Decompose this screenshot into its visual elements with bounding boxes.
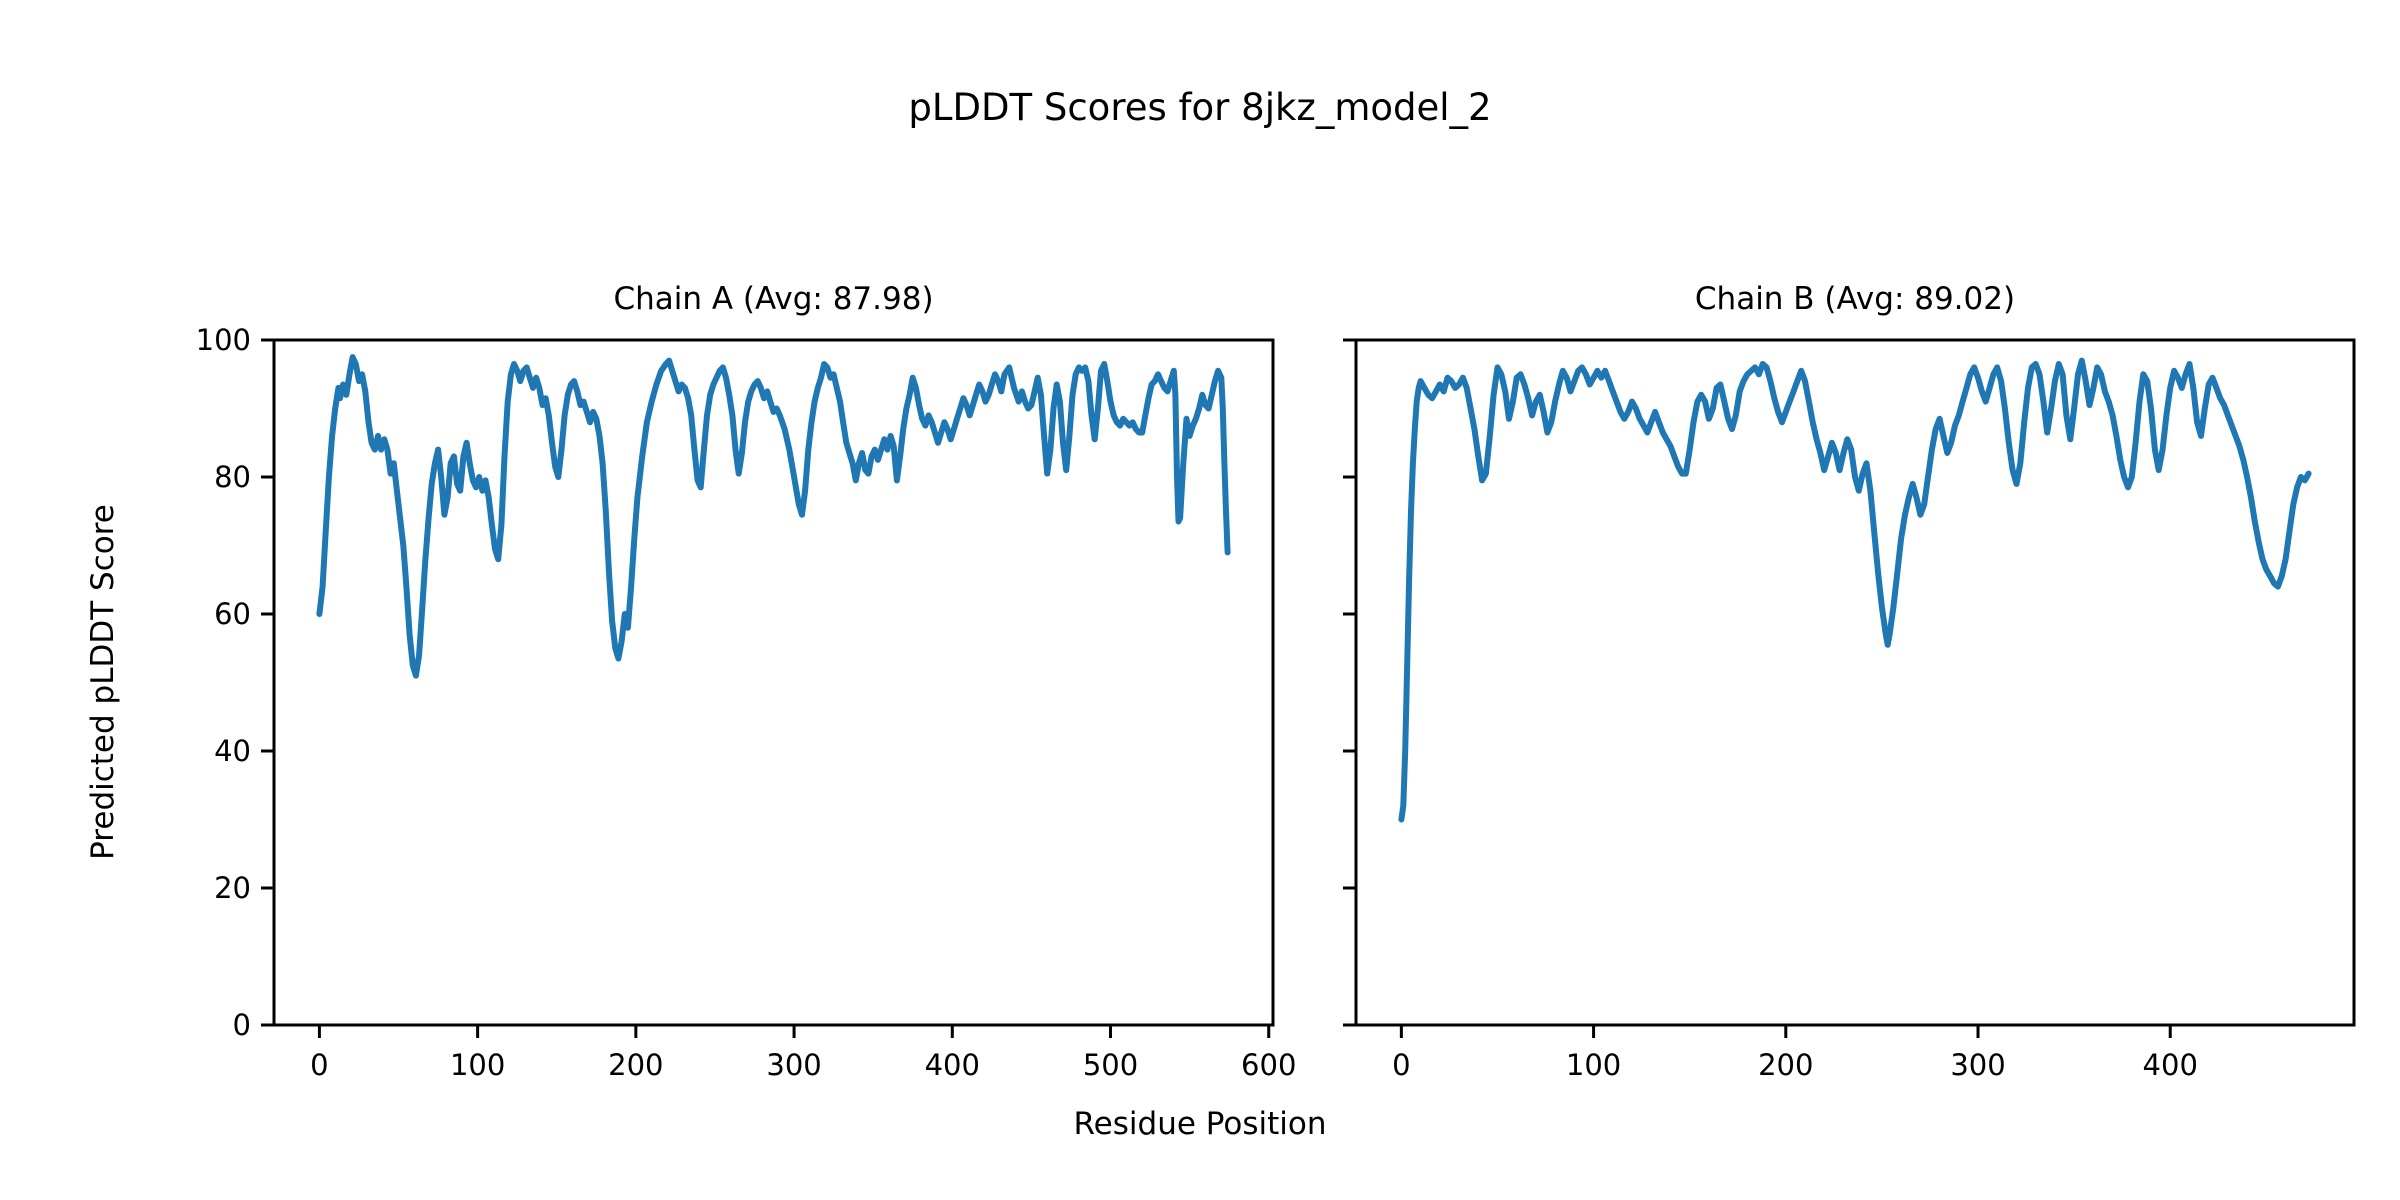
x-tick-label: 100 xyxy=(450,1048,505,1082)
x-tick-label: 0 xyxy=(1392,1048,1410,1082)
subplot-a-title: Chain A (Avg: 87.98) xyxy=(613,281,934,317)
y-axis-label: Predicted pLDDT Score xyxy=(85,504,121,860)
y-tick-label: 60 xyxy=(214,597,251,631)
x-tick-label: 0 xyxy=(310,1048,328,1082)
axes-frame xyxy=(272,338,1275,1027)
plddt-line-chain-B xyxy=(1398,357,2312,823)
figure-title: pLDDT Scores for 8jkz_model_2 xyxy=(908,86,1492,129)
y-tick-label: 40 xyxy=(214,734,251,768)
y-tick-label: 100 xyxy=(196,323,251,357)
y-tick-label: 0 xyxy=(233,1008,251,1042)
x-tick-label: 500 xyxy=(1083,1048,1138,1082)
x-tick-label: 100 xyxy=(1566,1048,1621,1082)
x-tick-label: 600 xyxy=(1241,1048,1296,1082)
x-tick-label: 400 xyxy=(925,1048,980,1082)
x-tick-label: 400 xyxy=(2143,1048,2198,1082)
y-tick-label: 80 xyxy=(214,460,251,494)
x-tick-label: 200 xyxy=(1758,1048,1813,1082)
plddt-line-chain-A xyxy=(316,354,1231,679)
x-tick-label: 300 xyxy=(766,1048,821,1082)
axes-frame xyxy=(1354,338,2356,1027)
subplot-b-title: Chain B (Avg: 89.02) xyxy=(1694,281,2016,317)
x-tick-label: 200 xyxy=(608,1048,663,1082)
x-axis-label: Residue Position xyxy=(1073,1106,1327,1142)
y-tick-label: 20 xyxy=(214,871,251,905)
x-tick-label: 300 xyxy=(1950,1048,2005,1082)
